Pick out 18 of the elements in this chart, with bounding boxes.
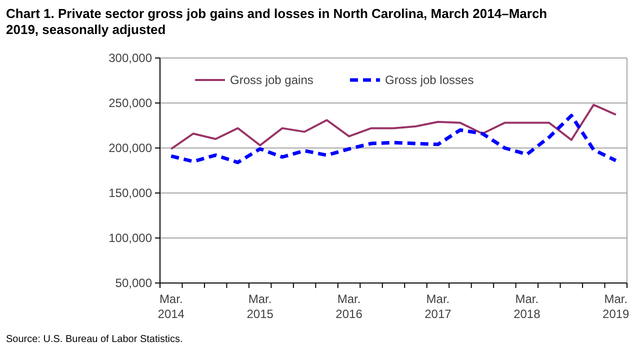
legend-label: Gross job losses [385, 73, 474, 88]
y-tick-label: 100,000 [108, 231, 152, 246]
x-tick-label: Mar. 2014 [158, 292, 185, 321]
y-tick-label: 50,000 [115, 276, 152, 290]
x-tick-label: Mar. 2017 [424, 292, 452, 321]
y-tick-label: 150,000 [108, 186, 152, 200]
legend-label: Gross job gains [230, 73, 314, 88]
source-note: Source: U.S. Bureau of Labor Statistics. [6, 334, 183, 345]
x-tick-label: Mar. 2015 [246, 292, 274, 321]
x-tick-label: Mar. 2016 [336, 292, 363, 321]
line-series [170, 104, 617, 150]
y-tick-label: 200,000 [108, 141, 152, 156]
x-tick-label: Mar. 2019 [602, 292, 630, 321]
y-tick-label: 300,000 [108, 51, 152, 66]
x-tick-label: Mar. 2018 [514, 292, 541, 321]
y-tick-label: 250,000 [108, 96, 152, 110]
line-series [169, 114, 618, 164]
chart-title: Chart 1. Private sector gross job gains and losses in North Carolina, March 2014–March 2019, seasonally adjusted [6, 6, 548, 37]
